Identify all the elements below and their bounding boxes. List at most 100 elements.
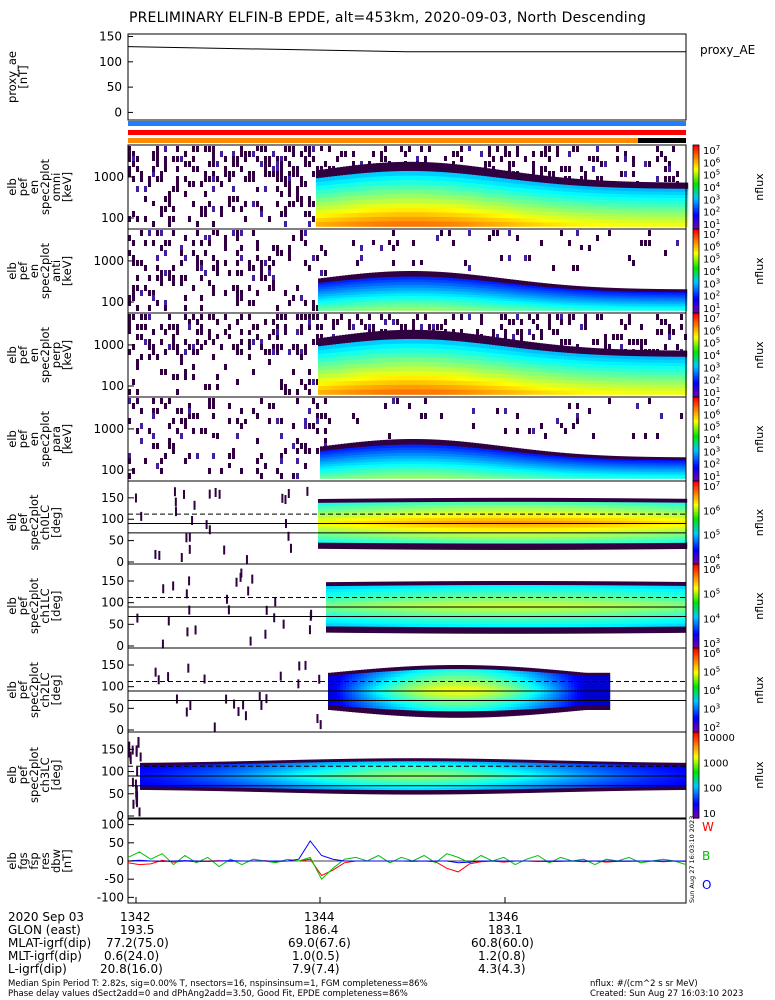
- flux-cell: [403, 180, 407, 186]
- flux-cell: [523, 192, 527, 197]
- flux-cell: [586, 179, 590, 184]
- flux-cell: [592, 196, 596, 201]
- flux-cell: [336, 300, 340, 304]
- flux-cell: [487, 180, 491, 186]
- noise-pixel: [256, 181, 259, 187]
- flux-cell: [348, 282, 352, 286]
- flux-cell: [339, 283, 343, 287]
- flux-cell: [430, 180, 434, 186]
- flux-cell: [505, 210, 509, 215]
- flux-cell: [682, 222, 686, 227]
- flux-cell: [535, 215, 539, 220]
- flux-cell: [487, 197, 491, 203]
- noise-pixel: [200, 211, 203, 217]
- noise-pixel: [308, 339, 311, 345]
- flux-cell: [420, 296, 424, 300]
- flux-cell: [676, 191, 680, 196]
- flux-cell: [619, 181, 623, 186]
- flux-cell: [426, 304, 430, 309]
- noise-pixel: [424, 156, 427, 162]
- noise-pixel: [196, 230, 199, 236]
- noise-pixel: [484, 161, 487, 167]
- noise-pixel: [632, 260, 635, 266]
- flux-cell: [460, 199, 464, 205]
- flux-cell: [414, 271, 418, 275]
- flux-cell: [343, 179, 347, 185]
- flux-cell: [583, 219, 587, 224]
- flux-cell: [409, 189, 413, 195]
- flux-cell: [559, 191, 563, 196]
- noise-pixel: [260, 161, 263, 167]
- noise-pixel: [164, 305, 167, 311]
- flux-cell: [361, 204, 365, 210]
- flux-cell: [634, 184, 638, 189]
- flux-cell: [322, 221, 326, 227]
- noise-pixel: [280, 384, 283, 390]
- flux-cell: [439, 180, 443, 187]
- flux-cell: [373, 221, 377, 227]
- flux-cell: [474, 292, 478, 296]
- noise-pixel: [636, 339, 639, 345]
- flux-cell: [580, 205, 584, 211]
- flux-cell: [343, 183, 347, 189]
- flux-cell: [393, 285, 397, 289]
- noise-pixel: [344, 151, 347, 157]
- flux-cell: [613, 203, 617, 208]
- flux-cell: [432, 271, 436, 276]
- flux-cell: [580, 192, 584, 197]
- flux-cell: [387, 304, 391, 309]
- noise-pixel: [400, 324, 403, 330]
- flux-cell: [321, 282, 325, 286]
- flux-cell: [321, 278, 325, 282]
- flux-cell: [345, 287, 349, 291]
- flux-cell: [342, 287, 346, 292]
- flux-cell: [661, 216, 665, 221]
- noise-pixel: [292, 166, 295, 172]
- flux-cell: [339, 305, 343, 309]
- flux-cell: [505, 218, 509, 223]
- noise-pixel: [208, 176, 211, 182]
- flux-cell: [586, 186, 590, 191]
- flux-cell: [486, 302, 490, 307]
- noise-pixel: [212, 181, 215, 187]
- flux-cell: [367, 203, 371, 210]
- flux-cell: [328, 168, 332, 174]
- flux-cell: [352, 174, 356, 180]
- noise-pixel: [640, 324, 643, 330]
- flux-cell: [333, 300, 337, 304]
- flux-cell: [468, 282, 472, 286]
- noise-pixel: [208, 161, 211, 167]
- flux-cell: [360, 281, 364, 285]
- noise-pixel: [452, 151, 455, 157]
- noise-pixel: [184, 349, 187, 355]
- noise-pixel: [216, 245, 219, 251]
- flux-cell: [378, 285, 382, 290]
- flux-cell: [429, 274, 433, 278]
- noise-pixel: [516, 329, 519, 335]
- flux-cell: [480, 285, 484, 289]
- flux-cell: [421, 207, 425, 214]
- flux-cell: [319, 173, 323, 179]
- flux-cell: [426, 307, 430, 311]
- noise-pixel: [156, 176, 159, 182]
- noise-pixel: [576, 146, 579, 152]
- flux-cell: [517, 195, 521, 200]
- flux-cell: [432, 282, 436, 287]
- noise-pixel: [280, 156, 283, 162]
- flux-cell: [682, 204, 686, 209]
- noise-pixel: [184, 191, 187, 197]
- flux-cell: [355, 212, 359, 219]
- noise-pixel: [568, 339, 571, 345]
- flux-cell: [318, 289, 322, 293]
- flux-cell: [331, 184, 335, 190]
- flux-cell: [394, 162, 398, 168]
- noise-pixel: [240, 349, 243, 355]
- flux-cell: [640, 216, 644, 221]
- flux-cell: [369, 278, 373, 282]
- flux-cell: [472, 213, 476, 219]
- flux-cell: [418, 212, 422, 218]
- noise-pixel: [540, 171, 543, 177]
- flux-cell: [523, 218, 527, 224]
- flux-cell: [426, 296, 430, 300]
- flux-cell: [481, 188, 485, 194]
